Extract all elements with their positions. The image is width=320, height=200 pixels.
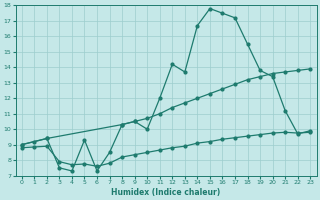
X-axis label: Humidex (Indice chaleur): Humidex (Indice chaleur)	[111, 188, 221, 197]
